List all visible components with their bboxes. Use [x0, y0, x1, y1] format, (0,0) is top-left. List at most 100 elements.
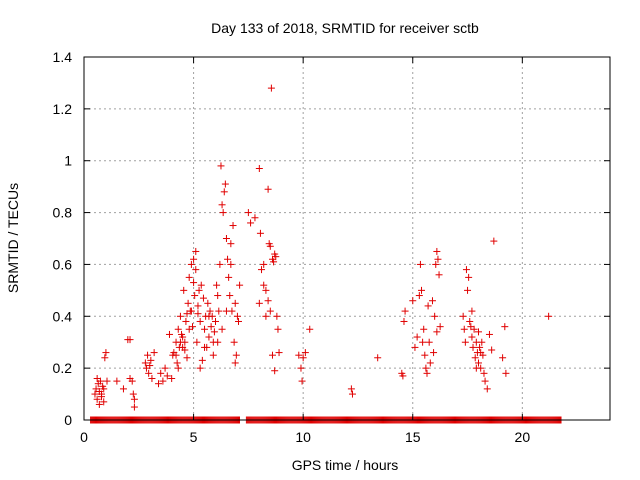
data-point — [204, 299, 212, 307]
data-point — [422, 364, 430, 372]
data-point — [214, 338, 222, 346]
data-point — [157, 369, 165, 377]
data-point — [478, 338, 486, 346]
data-point — [165, 330, 173, 338]
data-point — [205, 333, 213, 341]
data-point — [490, 237, 498, 245]
data-point — [182, 317, 190, 325]
data-point — [255, 164, 263, 172]
data-point — [409, 297, 417, 305]
data-point — [247, 219, 255, 227]
data-point — [295, 351, 303, 359]
data-point — [433, 328, 441, 336]
data-point — [98, 393, 106, 401]
data-point — [210, 328, 218, 336]
data-point — [93, 375, 101, 383]
data-point — [428, 297, 436, 305]
data-point — [194, 302, 202, 310]
data-point — [219, 209, 227, 217]
data-point — [141, 359, 149, 367]
data-point — [459, 312, 467, 320]
data-point — [461, 338, 469, 346]
data-point — [174, 325, 182, 333]
data-point — [195, 286, 203, 294]
data-point — [196, 364, 204, 372]
data-point — [235, 317, 243, 325]
data-points — [87, 84, 565, 424]
data-point — [222, 235, 230, 242]
data-point — [348, 390, 356, 398]
data-point — [207, 323, 215, 331]
data-point — [150, 349, 158, 357]
data-point — [218, 325, 226, 333]
y-tick-label: 0.2 — [53, 360, 73, 376]
data-point — [502, 369, 510, 377]
x-tick-label: 15 — [405, 429, 421, 445]
data-point — [469, 343, 477, 351]
data-point — [198, 356, 206, 364]
data-point — [425, 338, 433, 346]
data-point — [301, 349, 309, 357]
y-tick-label: 1 — [64, 153, 72, 169]
x-axis-title: GPS time / hours — [292, 457, 399, 473]
data-point — [119, 385, 127, 393]
data-point — [471, 354, 479, 362]
data-point — [172, 351, 180, 359]
data-point — [231, 299, 239, 307]
x-tick-labels: 0 5 10 15 20 — [80, 429, 530, 445]
y-tick-label: 0.8 — [53, 205, 73, 221]
data-point — [424, 302, 432, 310]
data-point — [179, 333, 187, 341]
data-point — [130, 395, 138, 403]
data-point — [144, 351, 152, 359]
y-tick-label: 1.2 — [53, 101, 73, 117]
data-point — [155, 380, 163, 388]
data-point — [256, 229, 264, 237]
data-point — [146, 362, 154, 370]
data-point — [462, 266, 470, 274]
y-tick-labels: 0 0.2 0.4 0.6 0.8 1 1.2 1.4 — [53, 49, 73, 428]
data-point — [481, 377, 489, 385]
x-tick-label: 5 — [190, 429, 198, 445]
data-point — [225, 273, 233, 281]
data-point — [93, 395, 101, 403]
data-point — [413, 333, 421, 341]
data-point — [434, 255, 442, 263]
data-point — [130, 403, 138, 411]
data-point — [196, 317, 204, 325]
x-tick-label: 20 — [515, 429, 531, 445]
data-point — [201, 343, 209, 351]
data-point — [418, 286, 426, 294]
data-point — [199, 294, 207, 302]
data-point — [264, 297, 272, 305]
data-point — [174, 364, 182, 372]
data-point — [268, 351, 276, 359]
data-point — [298, 377, 306, 385]
data-point — [163, 372, 171, 380]
data-point — [433, 247, 441, 255]
data-point — [483, 385, 491, 393]
data-point — [464, 286, 472, 294]
grid — [84, 57, 610, 420]
data-point — [180, 286, 188, 294]
data-point — [231, 359, 239, 367]
data-point — [476, 343, 484, 351]
data-point — [374, 354, 382, 362]
data-point — [147, 356, 155, 364]
data-point — [421, 351, 429, 359]
data-point — [423, 369, 431, 377]
data-point — [187, 307, 195, 315]
data-point — [197, 281, 205, 289]
data-point — [173, 359, 181, 367]
data-point — [236, 281, 244, 289]
data-point — [401, 307, 409, 315]
data-point — [347, 385, 355, 393]
data-point — [501, 323, 509, 331]
data-point — [485, 330, 493, 338]
data-point — [545, 312, 553, 320]
y-tick-label: 0 — [64, 412, 72, 428]
data-point — [179, 343, 187, 351]
data-point — [251, 214, 259, 222]
data-point — [159, 377, 167, 385]
data-point — [185, 273, 193, 281]
